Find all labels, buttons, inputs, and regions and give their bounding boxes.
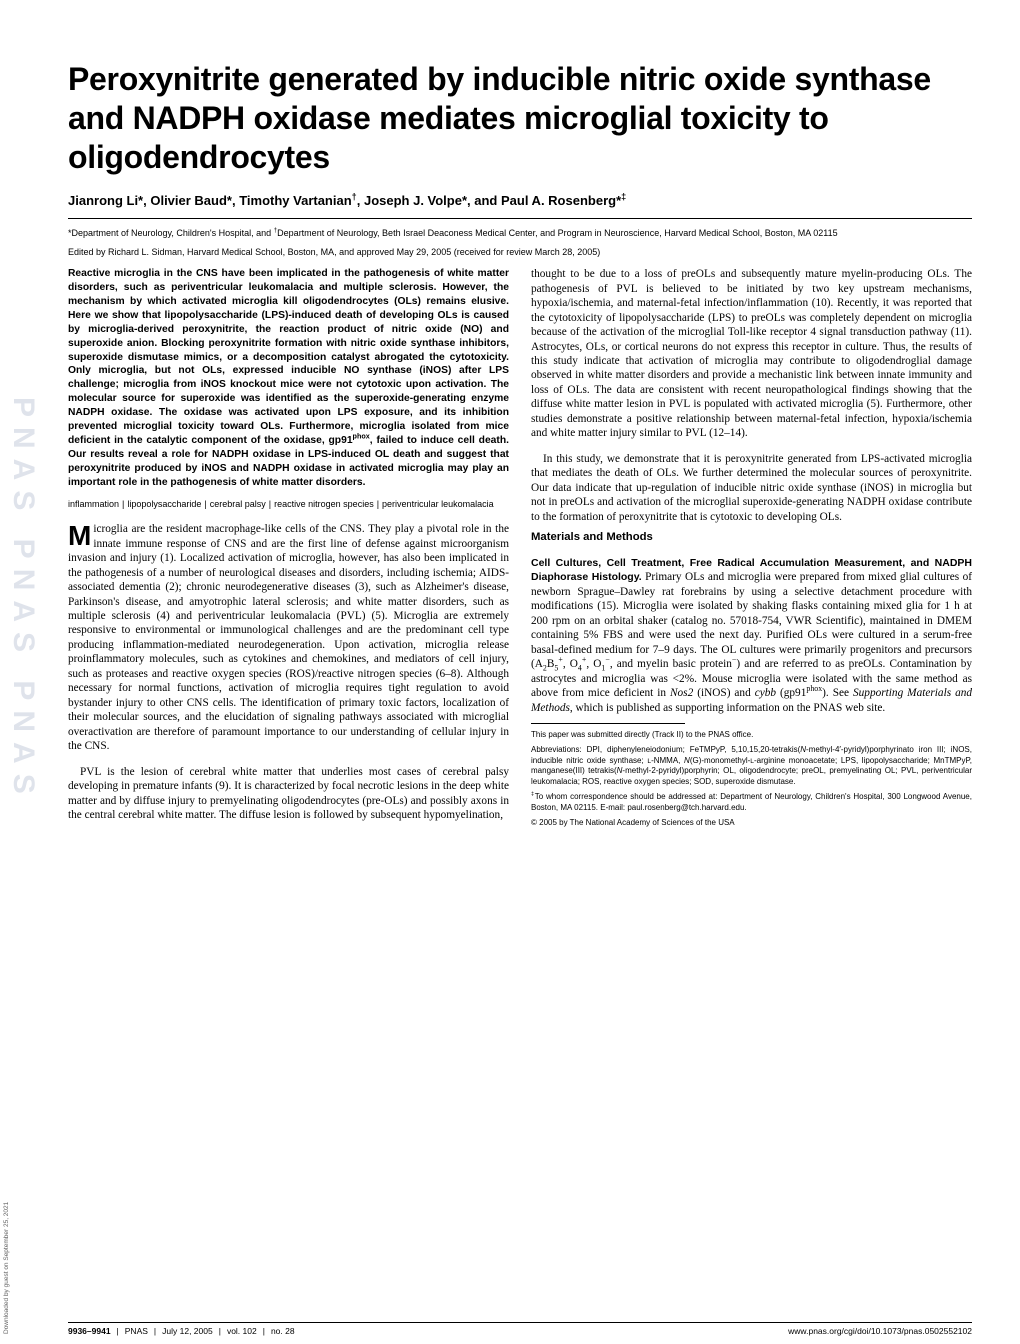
- dropcap: M: [68, 522, 93, 548]
- footer-issue: no. 28: [271, 1326, 295, 1336]
- pnas-watermark: PNAS PNAS PNAS: [4, 50, 40, 1150]
- page-footer: 9936–9941|PNAS|July 12, 2005|vol. 102|no…: [68, 1322, 972, 1336]
- methods-para: Cell Cultures, Cell Treatment, Free Radi…: [531, 556, 972, 715]
- footnote-corr: ‡To whom correspondence should be addres…: [531, 792, 972, 814]
- footnote-track: This paper was submitted directly (Track…: [531, 730, 972, 741]
- footer-right: www.pnas.org/cgi/doi/10.1073/pnas.050255…: [788, 1326, 972, 1336]
- footer-date: July 12, 2005: [162, 1326, 213, 1336]
- footer-left: 9936–9941|PNAS|July 12, 2005|vol. 102|no…: [68, 1326, 295, 1336]
- intro-para-3: In this study, we demonstrate that it is…: [531, 452, 972, 524]
- keyword: inflammation: [68, 499, 119, 509]
- authors: Jianrong Li*, Olivier Baud*, Timothy Var…: [68, 193, 972, 208]
- footnote-abbrev: Abbreviations: DPI, diphenyleneiodonium;…: [531, 745, 972, 788]
- footer-pages: 9936–9941: [68, 1326, 111, 1336]
- affiliations: *Department of Neurology, Children's Hos…: [68, 227, 972, 239]
- footer-journal: PNAS: [125, 1326, 148, 1336]
- footnote-rule: [531, 723, 685, 724]
- two-column-body: Reactive microglia in the CNS have been …: [68, 267, 972, 833]
- article-title: Peroxynitrite generated by inducible nit…: [68, 60, 972, 177]
- page-content: Peroxynitrite generated by inducible nit…: [68, 60, 972, 1320]
- footer-vol: vol. 102: [227, 1326, 257, 1336]
- download-note: Downloaded by guest on September 25, 202…: [3, 1202, 10, 1334]
- abstract: Reactive microglia in the CNS have been …: [68, 267, 509, 489]
- intro-para-1: Microglia are the resident macrophage-li…: [68, 522, 509, 753]
- edited-by: Edited by Richard L. Sidman, Harvard Med…: [68, 247, 972, 257]
- intro-para-2b: thought to be due to a loss of preOLs an…: [531, 267, 972, 440]
- section-heading-methods: Materials and Methods: [531, 530, 972, 544]
- keyword: cerebral palsy: [210, 499, 266, 509]
- keyword: periventricular leukomalacia: [382, 499, 494, 509]
- keyword: lipopolysaccharide: [127, 499, 201, 509]
- rule-divider: [68, 218, 972, 219]
- footnote-copyright: © 2005 by The National Academy of Scienc…: [531, 818, 972, 829]
- footnotes-block: This paper was submitted directly (Track…: [531, 723, 972, 828]
- intro-para-2: PVL is the lesion of cerebral white matt…: [68, 765, 509, 823]
- keywords: inflammation|lipopolysaccharide|cerebral…: [68, 499, 509, 511]
- keyword: reactive nitrogen species: [274, 499, 374, 509]
